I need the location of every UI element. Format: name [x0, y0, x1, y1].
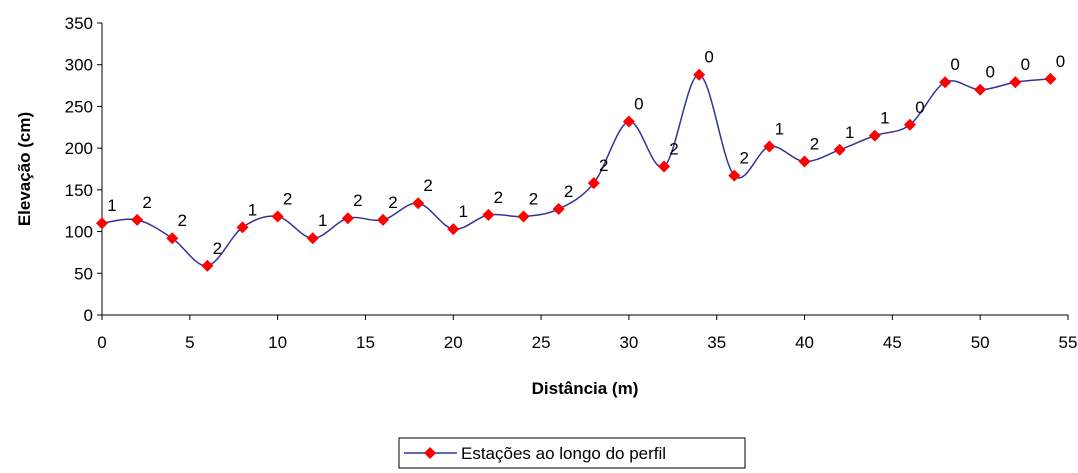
- data-point: [236, 221, 249, 234]
- data-point: [868, 129, 881, 142]
- data-label: 2: [669, 139, 678, 158]
- data-point: [482, 208, 495, 221]
- data-point: [341, 212, 354, 225]
- y-tick-label: 100: [65, 223, 93, 242]
- data-point: [622, 115, 635, 128]
- data-label: 2: [564, 182, 573, 201]
- x-tick-label: 40: [795, 333, 814, 352]
- data-label: 1: [459, 202, 468, 221]
- data-point: [693, 68, 706, 81]
- data-point: [271, 210, 284, 223]
- x-tick-label: 45: [883, 333, 902, 352]
- data-label: 2: [388, 193, 397, 212]
- data-point: [587, 177, 600, 190]
- legend-marker-swatch: [424, 447, 436, 459]
- series-layer: [96, 68, 1057, 272]
- series-line: [101, 73, 1051, 267]
- data-label: 2: [529, 190, 538, 209]
- data-point: [447, 223, 460, 236]
- data-point: [903, 118, 916, 131]
- x-axis-title: Distância (m): [532, 379, 639, 398]
- x-tick-label: 15: [356, 333, 375, 352]
- x-tick-label: 30: [619, 333, 638, 352]
- data-point: [166, 232, 179, 245]
- data-point: [131, 213, 144, 226]
- data-label: 0: [985, 63, 994, 82]
- y-axis-title: Elevação (cm): [15, 112, 34, 226]
- data-label: 0: [634, 94, 643, 113]
- data-label: 0: [950, 55, 959, 74]
- x-tick-label: 0: [97, 333, 106, 352]
- y-tick-label: 0: [84, 306, 93, 325]
- data-label: 2: [599, 156, 608, 175]
- data-label: 2: [810, 134, 819, 153]
- data-label: 0: [915, 98, 924, 117]
- data-point: [974, 83, 987, 96]
- data-point: [1009, 76, 1022, 89]
- data-label: 2: [423, 176, 432, 195]
- x-tick-label: 25: [532, 333, 551, 352]
- data-point: [939, 76, 952, 89]
- x-tick-label: 35: [707, 333, 726, 352]
- y-tick-label: 300: [65, 56, 93, 75]
- legend-label: Estações ao longo do perfil: [461, 444, 666, 463]
- data-point: [96, 217, 108, 230]
- x-tick-label: 10: [268, 333, 287, 352]
- y-tick-label: 350: [65, 14, 93, 33]
- x-tick-label: 50: [971, 333, 990, 352]
- data-point: [833, 143, 846, 156]
- data-label: 2: [142, 193, 151, 212]
- data-point: [798, 155, 811, 168]
- data-point: [552, 203, 565, 216]
- data-label: 0: [1021, 55, 1030, 74]
- y-tick-label: 200: [65, 139, 93, 158]
- data-label: 1: [248, 200, 257, 219]
- data-label: 2: [353, 191, 362, 210]
- data-point: [728, 169, 741, 182]
- data-label: 2: [178, 211, 187, 230]
- data-labels: 1 2 2 2 1 2 1 2 2 2 1 2 2 2 2 0 2 0 2 1 2 1 1 0 0 0 0 0: [107, 48, 1065, 258]
- data-label: 1: [880, 109, 889, 128]
- y-tick-label: 50: [74, 264, 93, 283]
- x-tick-label: 5: [185, 333, 194, 352]
- data-label: 0: [1056, 52, 1065, 71]
- y-tick-label: 250: [65, 97, 93, 116]
- data-label: 1: [107, 196, 116, 215]
- data-point: [377, 213, 390, 226]
- data-label: 0: [704, 48, 713, 67]
- data-point: [412, 197, 425, 210]
- data-label: 2: [283, 190, 292, 209]
- y-tick-label: 150: [65, 181, 93, 200]
- x-tick-label: 20: [444, 333, 463, 352]
- x-tick-label: 55: [1059, 333, 1078, 352]
- data-label: 2: [494, 188, 503, 207]
- data-point: [763, 140, 776, 153]
- data-point: [201, 259, 214, 272]
- data-label: 1: [845, 123, 854, 142]
- data-point: [517, 210, 530, 223]
- legend: Estações ao longo do perfil: [398, 437, 746, 469]
- data-point: [1044, 72, 1057, 85]
- data-label: 2: [740, 149, 749, 168]
- data-point: [658, 160, 671, 173]
- data-label: 1: [318, 211, 327, 230]
- data-point: [306, 232, 319, 245]
- data-label: 1: [775, 119, 784, 138]
- data-label: 2: [213, 239, 222, 258]
